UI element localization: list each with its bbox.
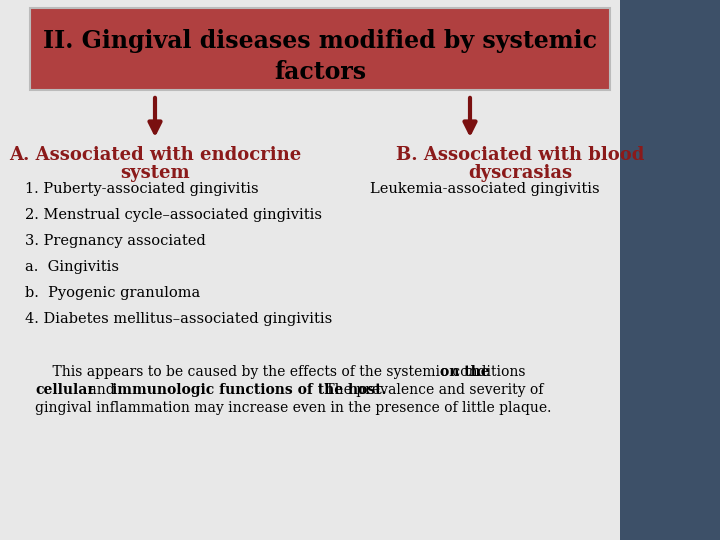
Text: b.  Pyogenic granuloma: b. Pyogenic granuloma xyxy=(25,286,200,300)
Text: 3. Pregnancy associated: 3. Pregnancy associated xyxy=(25,234,206,248)
Text: B. Associated with blood: B. Associated with blood xyxy=(396,146,644,164)
Text: 1. Puberty-associated gingivitis: 1. Puberty-associated gingivitis xyxy=(25,182,258,196)
Text: The prevalence and severity of: The prevalence and severity of xyxy=(321,383,544,397)
Text: immunologic functions of the host.: immunologic functions of the host. xyxy=(112,383,387,397)
Text: cellular: cellular xyxy=(35,383,94,397)
Text: This appears to be caused by the effects of the systemic conditions: This appears to be caused by the effects… xyxy=(35,365,530,379)
Text: II. Gingival diseases modified by systemic: II. Gingival diseases modified by system… xyxy=(43,29,597,53)
Text: gingival inflammation may increase even in the presence of little plaque.: gingival inflammation may increase even … xyxy=(35,401,552,415)
Text: A. Associated with endocrine: A. Associated with endocrine xyxy=(9,146,301,164)
Text: Leukemia-associated gingivitis: Leukemia-associated gingivitis xyxy=(370,182,600,196)
Text: 2. Menstrual cycle–associated gingivitis: 2. Menstrual cycle–associated gingivitis xyxy=(25,208,322,222)
Text: system: system xyxy=(120,164,190,182)
Text: and: and xyxy=(84,383,120,397)
Text: 4. Diabetes mellitus–associated gingivitis: 4. Diabetes mellitus–associated gingivit… xyxy=(25,312,332,326)
Text: a.  Gingivitis: a. Gingivitis xyxy=(25,260,119,274)
FancyBboxPatch shape xyxy=(30,8,610,90)
Bar xyxy=(620,0,720,540)
Text: dyscrasias: dyscrasias xyxy=(468,164,572,182)
Text: on the: on the xyxy=(440,365,490,379)
Text: factors: factors xyxy=(274,60,366,84)
